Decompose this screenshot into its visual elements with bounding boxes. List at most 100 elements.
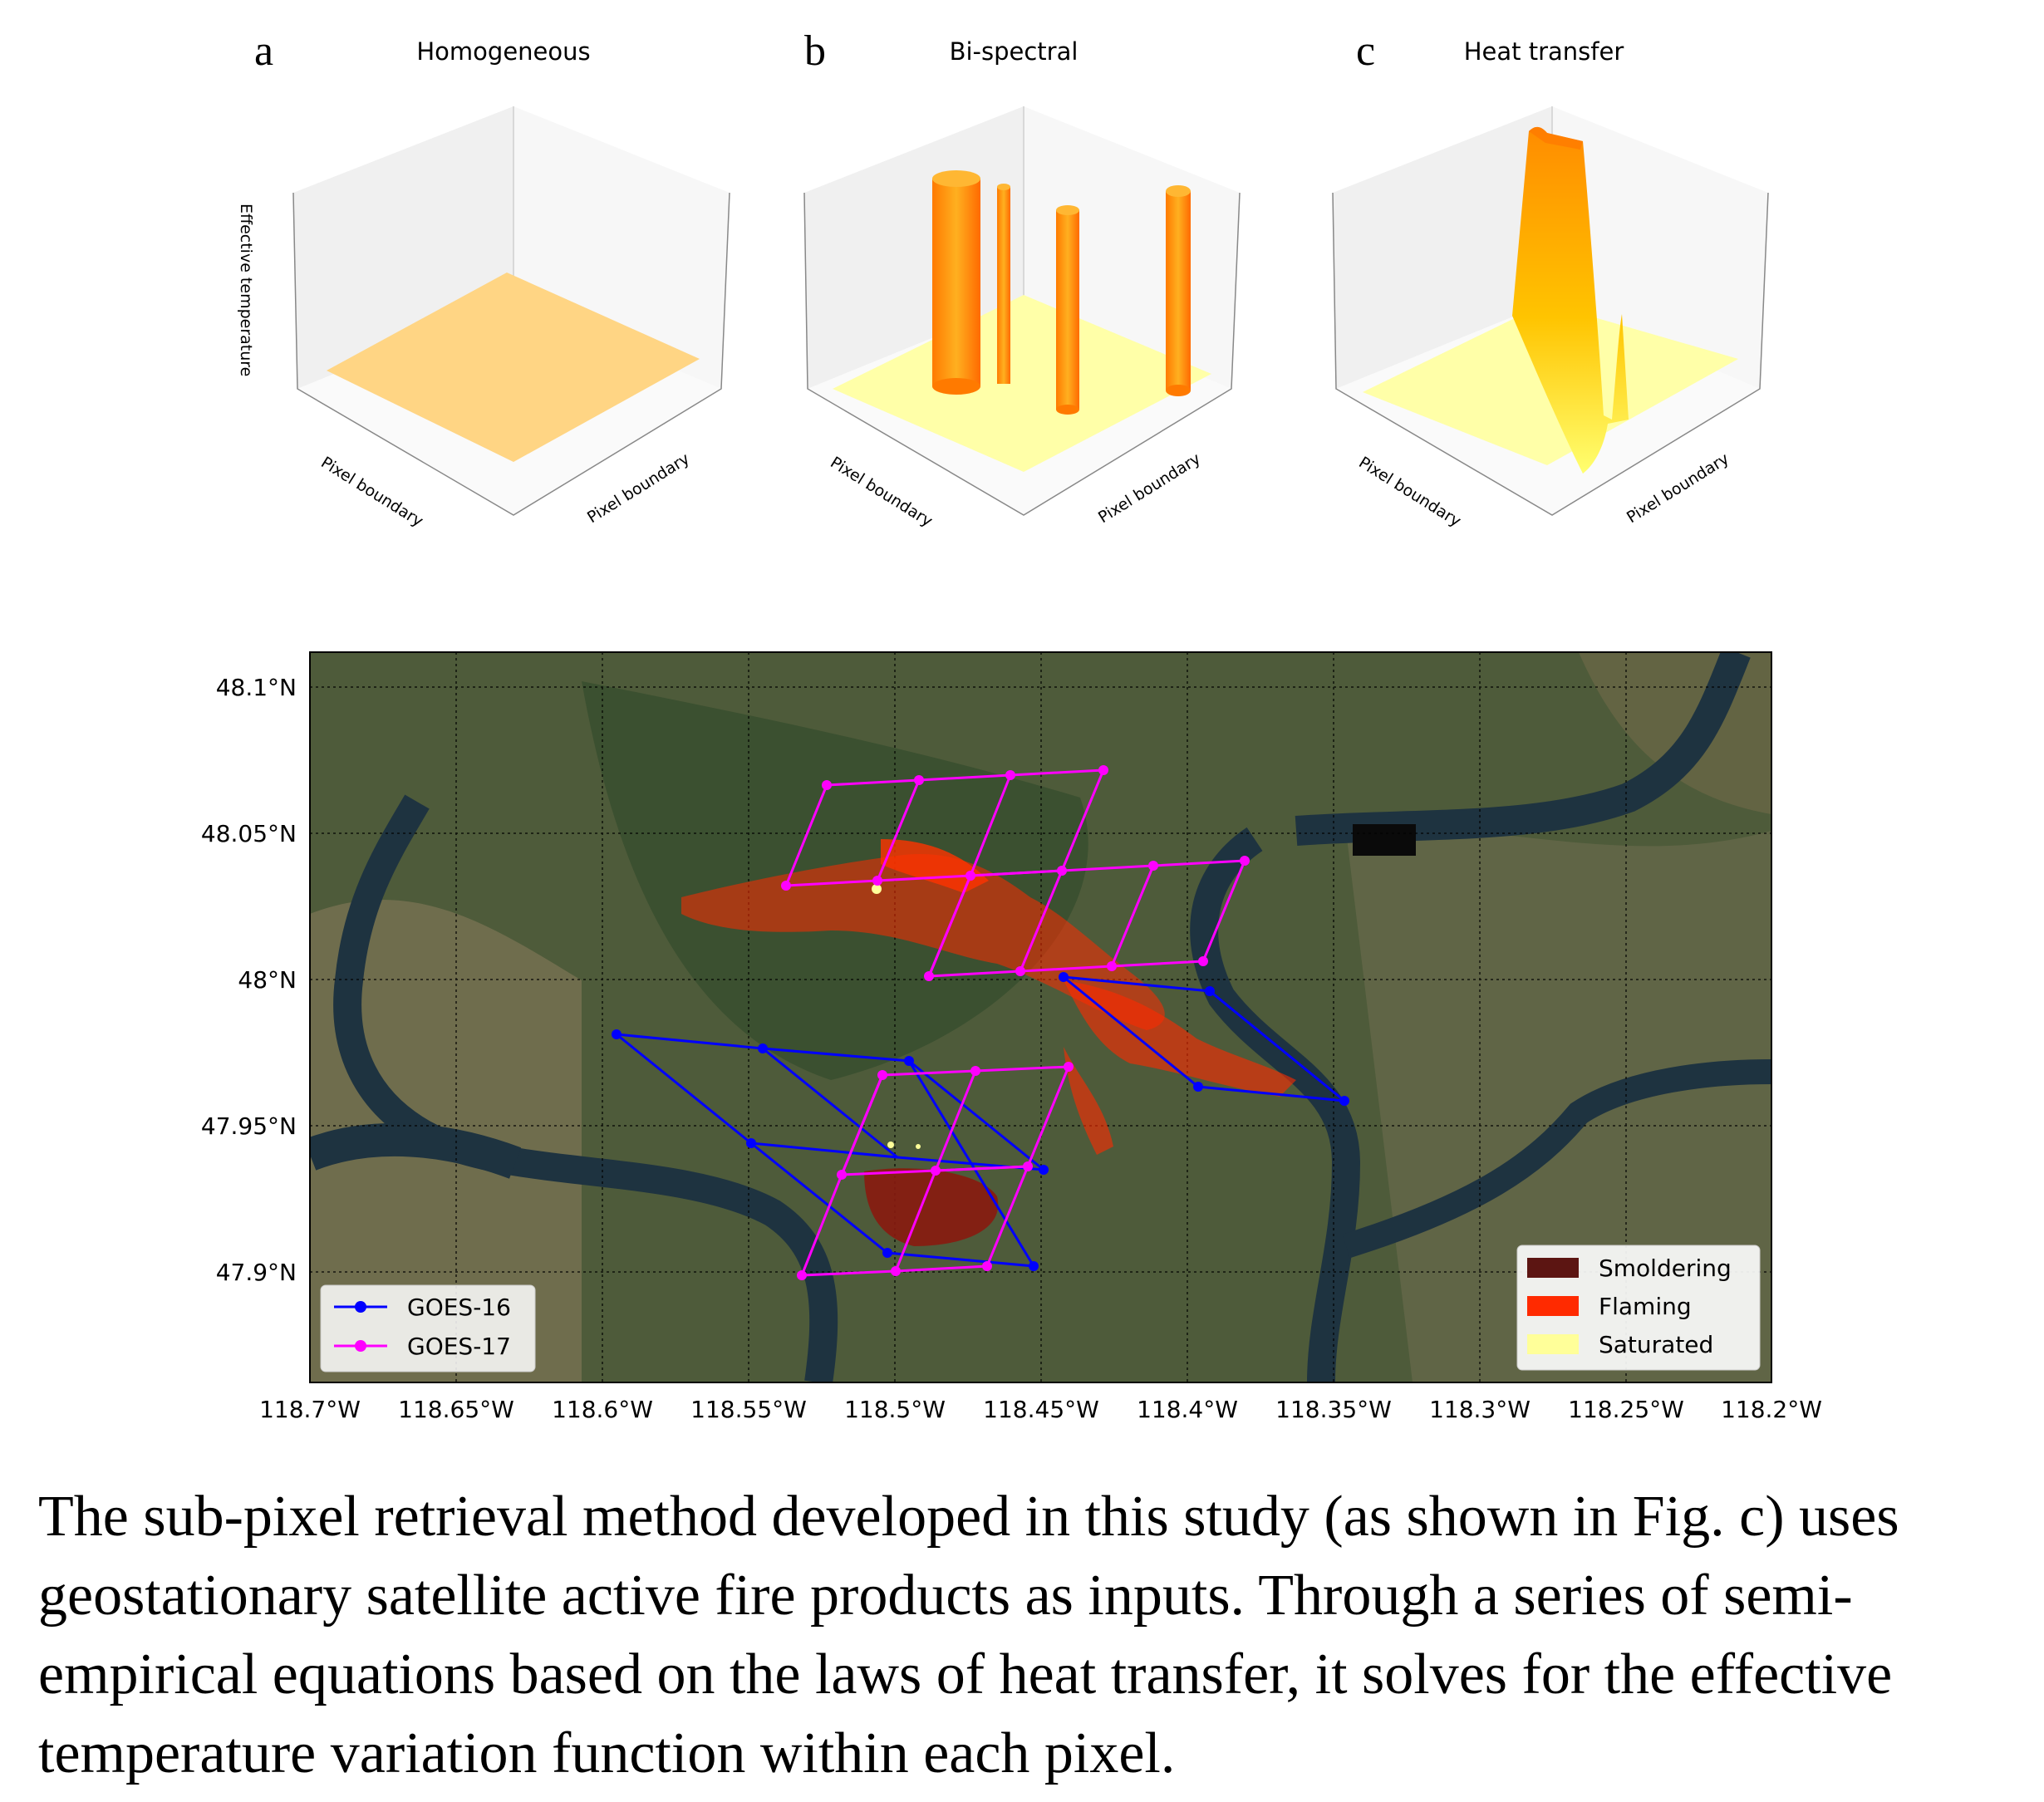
legend-swatch-flaming <box>1527 1296 1579 1316</box>
flaming-area <box>1064 980 1296 1097</box>
vertex <box>1205 986 1215 996</box>
heat-transfer-surface <box>1512 126 1629 474</box>
vertex <box>837 1170 847 1180</box>
panel-c: c Heat transfer Pixel boundary Pixel bou… <box>1332 27 1769 531</box>
legend-swatch-saturated <box>1527 1334 1579 1354</box>
vertex <box>797 1270 807 1280</box>
fire-columns <box>932 170 1191 415</box>
fire-legend: Smoldering Flaming Saturated <box>1516 1245 1761 1371</box>
vertex <box>1039 1165 1049 1175</box>
panel-letter: b <box>804 27 826 75</box>
vertex <box>1023 1161 1033 1171</box>
vertex <box>612 1029 622 1039</box>
smoldering-area <box>864 1168 999 1246</box>
vertex <box>965 871 975 881</box>
panel-title: Heat transfer <box>1464 37 1624 66</box>
x-tick-label: 118.4°W <box>1137 1396 1238 1423</box>
vertex <box>924 971 934 981</box>
x-tick-label: 118.2°W <box>1721 1396 1822 1423</box>
map-frame <box>309 651 1772 1383</box>
y-tick-label: 47.9°N <box>216 1259 297 1286</box>
vertex <box>781 881 791 891</box>
vertex <box>1148 861 1158 871</box>
vertex <box>1198 956 1208 966</box>
footprint-line <box>762 1047 898 1159</box>
legend-marker-goes-17 <box>355 1340 366 1352</box>
vertex <box>904 1056 914 1066</box>
panel-letter: c <box>1356 27 1375 75</box>
goes-17-vertices <box>781 765 1250 1280</box>
vertex <box>1193 1082 1203 1092</box>
figure-caption: The sub-pixel retrieval method developed… <box>38 1485 1899 1785</box>
legend-label-flaming: Flaming <box>1599 1293 1692 1320</box>
fire-column-top <box>1166 185 1191 197</box>
vertex <box>982 1261 992 1271</box>
satellite-legend: GOES-16 GOES-17 <box>320 1284 536 1372</box>
vertex <box>1339 1096 1349 1106</box>
x-tick-label: 118.25°W <box>1568 1396 1684 1423</box>
goes-16-vertices <box>612 972 1349 1271</box>
x-axis-label: Pixel boundary <box>317 454 426 531</box>
fire-column <box>1166 191 1191 390</box>
fire-column-top <box>932 170 980 187</box>
footprint-line <box>616 1033 1044 1171</box>
vertex <box>970 1066 980 1076</box>
vertex <box>877 1070 887 1080</box>
vertex <box>1057 866 1067 876</box>
heat-transfer-ridge <box>1529 126 1583 150</box>
x-tick-label: 118.65°W <box>398 1396 514 1423</box>
x-tick-label: 118.55°W <box>690 1396 807 1423</box>
axis-edges <box>1332 192 1769 516</box>
vertex <box>1107 961 1117 971</box>
river <box>1342 1059 1771 1259</box>
vertex <box>1240 856 1250 866</box>
y-tick-labels: 48.1°N 48.05°N 48°N 47.95°N 47.9°N <box>201 674 297 1286</box>
vertex <box>1064 1062 1074 1072</box>
fire-column <box>997 187 1010 384</box>
surface-homogeneous <box>327 273 700 462</box>
river <box>310 1122 522 1179</box>
x-tick-label: 118.7°W <box>259 1396 361 1423</box>
vertex <box>931 1166 941 1176</box>
fire-column <box>932 179 980 386</box>
x-tick-label: 118.3°W <box>1429 1396 1531 1423</box>
footprint-line <box>876 779 921 881</box>
y-tick-label: 47.95°N <box>201 1112 297 1140</box>
y-tick-label: 48.05°N <box>201 820 297 847</box>
footprint-line <box>1019 870 1064 972</box>
x-axis-label: Pixel boundary <box>827 454 936 531</box>
legend-marker-goes-16 <box>355 1301 366 1313</box>
vertex <box>872 876 882 886</box>
fire-column-base <box>932 378 980 395</box>
vertex <box>1029 1261 1039 1271</box>
x-tick-label: 118.45°W <box>983 1396 1099 1423</box>
vertex <box>914 775 924 785</box>
saturated-point <box>872 884 882 894</box>
vertex <box>891 1266 901 1276</box>
fire-column-top <box>1056 205 1079 215</box>
flaming-area <box>681 854 1165 1030</box>
z-axis-label: Effective temperature <box>237 204 255 376</box>
legend-swatch-smoldering <box>1527 1258 1579 1278</box>
saturated-point <box>916 1144 921 1149</box>
x-tick-label: 118.35°W <box>1275 1396 1392 1423</box>
terrain-patch <box>1346 827 1771 1382</box>
y-tick-label: 48°N <box>238 966 297 994</box>
fire-map: 48.1°N 48.05°N 48°N 47.95°N 47.9°N 118.7… <box>201 651 1822 1423</box>
vertex <box>1005 770 1015 780</box>
legend-label-saturated: Saturated <box>1599 1331 1713 1358</box>
fire-column-base <box>1166 385 1191 396</box>
panel-title: Bi-spectral <box>950 37 1079 66</box>
footprint-line <box>840 1074 884 1176</box>
legend-label-goes-17: GOES-17 <box>407 1333 511 1360</box>
y-tick-label: 48.1°N <box>216 674 297 701</box>
panel-title: Homogeneous <box>416 37 590 66</box>
vertex <box>758 1043 768 1053</box>
back-wall-right <box>1552 106 1768 389</box>
legend-label-smoldering: Smoldering <box>1599 1255 1732 1282</box>
fire-column-top <box>997 184 1010 190</box>
saturated-point <box>887 1142 894 1148</box>
back-wall-left <box>1333 106 1552 389</box>
axis-edges <box>292 192 730 516</box>
